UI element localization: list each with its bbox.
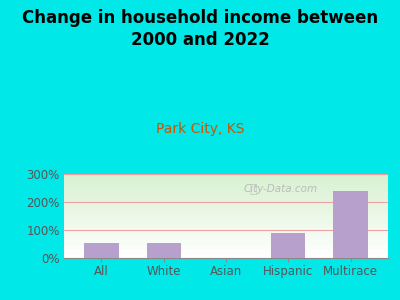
Bar	[64, 231, 388, 232]
Bar	[64, 252, 388, 253]
Bar	[64, 230, 388, 231]
Bar	[64, 241, 388, 242]
Bar	[64, 203, 388, 204]
Bar	[64, 188, 388, 189]
Bar	[64, 191, 388, 192]
Text: Change in household income between
2000 and 2022: Change in household income between 2000 …	[22, 9, 378, 49]
Bar	[64, 207, 388, 208]
Bar	[64, 251, 388, 252]
Bar	[146, 243, 181, 258]
Bar	[64, 229, 388, 230]
Bar	[64, 194, 388, 195]
Bar	[64, 204, 388, 205]
Bar	[64, 210, 388, 211]
Bar	[64, 218, 388, 219]
Bar	[64, 189, 388, 190]
Bar	[64, 223, 388, 224]
Bar	[64, 215, 388, 216]
Bar	[64, 202, 388, 203]
Bar	[64, 255, 388, 256]
Bar	[64, 233, 388, 234]
Bar	[64, 227, 388, 228]
Bar	[64, 198, 388, 199]
Bar	[64, 197, 388, 198]
Bar	[64, 254, 388, 255]
Bar	[64, 208, 388, 209]
Bar	[64, 246, 388, 247]
Bar	[64, 195, 388, 196]
Bar	[64, 209, 388, 210]
Bar	[64, 175, 388, 176]
Bar	[64, 237, 388, 238]
Bar	[64, 179, 388, 180]
Bar	[64, 196, 388, 197]
Text: Park City, KS: Park City, KS	[156, 122, 244, 136]
Bar	[64, 217, 388, 218]
Bar	[64, 201, 388, 202]
Bar	[64, 212, 388, 213]
Bar	[64, 214, 388, 215]
Bar	[64, 250, 388, 251]
Bar	[64, 243, 388, 244]
Bar	[64, 178, 388, 179]
Bar	[64, 234, 388, 235]
Bar	[64, 182, 388, 183]
Bar	[64, 247, 388, 248]
Bar	[64, 249, 388, 250]
Bar	[64, 235, 388, 236]
Bar	[64, 222, 388, 223]
Bar	[64, 185, 388, 186]
Bar	[64, 211, 388, 212]
Bar	[271, 233, 306, 258]
Bar	[64, 177, 388, 178]
Bar	[64, 244, 388, 245]
Bar	[64, 181, 388, 182]
Bar	[64, 232, 388, 233]
Bar	[64, 186, 388, 187]
Bar	[64, 228, 388, 229]
Bar	[64, 238, 388, 239]
Bar	[64, 242, 388, 243]
Bar	[64, 226, 388, 227]
Bar	[64, 224, 388, 225]
Bar	[64, 245, 388, 246]
Bar	[64, 248, 388, 249]
Bar	[64, 190, 388, 191]
Bar	[64, 202, 388, 203]
Bar	[64, 239, 388, 240]
Bar	[64, 257, 388, 258]
Bar	[64, 221, 388, 222]
Bar	[64, 184, 388, 185]
Bar	[334, 191, 368, 258]
Bar	[64, 219, 388, 220]
Bar	[64, 236, 388, 237]
Bar	[64, 174, 388, 175]
Bar	[64, 187, 388, 188]
Text: City-Data.com: City-Data.com	[244, 184, 318, 194]
Bar	[64, 216, 388, 217]
Bar	[64, 240, 388, 241]
Bar	[64, 180, 388, 181]
Bar	[64, 205, 388, 206]
Bar	[64, 200, 388, 201]
Bar	[84, 243, 118, 258]
Bar	[64, 253, 388, 254]
Bar	[64, 199, 388, 200]
Bar	[64, 206, 388, 207]
Bar	[64, 192, 388, 193]
Bar	[64, 193, 388, 194]
Bar	[64, 176, 388, 177]
Bar	[64, 183, 388, 184]
Bar	[64, 256, 388, 257]
Bar	[64, 213, 388, 214]
Text: ⦿: ⦿	[250, 183, 257, 196]
Bar	[64, 220, 388, 221]
Bar	[64, 225, 388, 226]
